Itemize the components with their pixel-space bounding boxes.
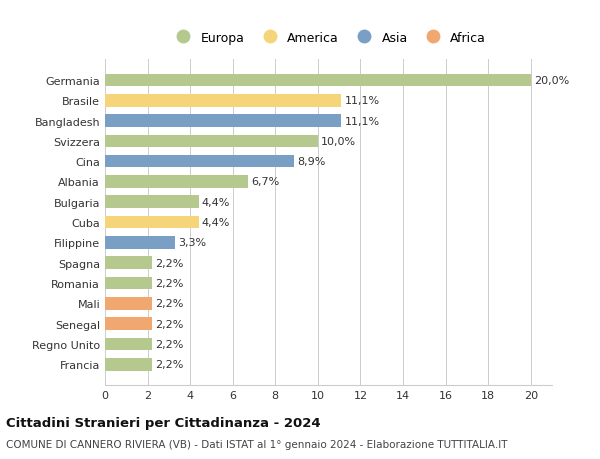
Text: 4,4%: 4,4% bbox=[202, 218, 230, 228]
Text: 10,0%: 10,0% bbox=[321, 137, 356, 146]
Bar bbox=[105, 115, 341, 128]
Text: 2,2%: 2,2% bbox=[155, 299, 184, 308]
Bar bbox=[105, 95, 341, 107]
Text: 3,3%: 3,3% bbox=[178, 238, 206, 248]
Text: Cittadini Stranieri per Cittadinanza - 2024: Cittadini Stranieri per Cittadinanza - 2… bbox=[6, 416, 320, 429]
Bar bbox=[105, 338, 152, 351]
Bar bbox=[105, 257, 152, 269]
Text: COMUNE DI CANNERO RIVIERA (VB) - Dati ISTAT al 1° gennaio 2024 - Elaborazione TU: COMUNE DI CANNERO RIVIERA (VB) - Dati IS… bbox=[6, 440, 508, 449]
Bar bbox=[105, 216, 199, 229]
Bar bbox=[105, 236, 175, 249]
Text: 11,1%: 11,1% bbox=[344, 116, 380, 126]
Text: 2,2%: 2,2% bbox=[155, 339, 184, 349]
Text: 20,0%: 20,0% bbox=[534, 76, 569, 86]
Text: 2,2%: 2,2% bbox=[155, 319, 184, 329]
Text: 11,1%: 11,1% bbox=[344, 96, 380, 106]
Bar bbox=[105, 176, 248, 188]
Bar bbox=[105, 318, 152, 330]
Text: 2,2%: 2,2% bbox=[155, 279, 184, 288]
Text: 2,2%: 2,2% bbox=[155, 359, 184, 369]
Text: 4,4%: 4,4% bbox=[202, 197, 230, 207]
Bar bbox=[105, 277, 152, 290]
Bar bbox=[105, 156, 295, 168]
Text: 2,2%: 2,2% bbox=[155, 258, 184, 268]
Bar bbox=[105, 196, 199, 209]
Legend: Europa, America, Asia, Africa: Europa, America, Asia, Africa bbox=[166, 27, 491, 50]
Bar bbox=[105, 74, 531, 87]
Bar bbox=[105, 358, 152, 371]
Bar bbox=[105, 135, 318, 148]
Bar bbox=[105, 297, 152, 310]
Text: 6,7%: 6,7% bbox=[251, 177, 279, 187]
Text: 8,9%: 8,9% bbox=[298, 157, 326, 167]
